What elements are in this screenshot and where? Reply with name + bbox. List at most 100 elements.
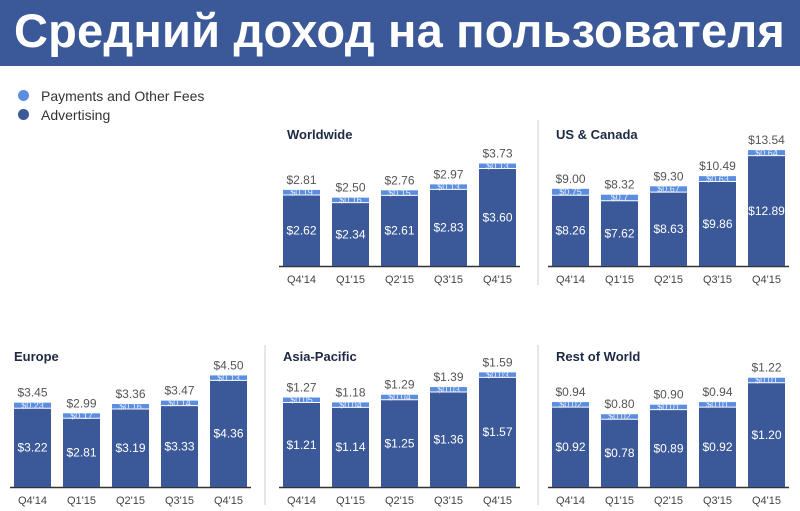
legend-label: Advertising xyxy=(41,106,111,123)
bar-advertising xyxy=(381,399,418,487)
chart-title: Asia-Pacific xyxy=(283,349,357,364)
data-label-advertising: $2.62 xyxy=(286,224,316,238)
data-label-total: $1.18 xyxy=(335,385,365,399)
bar-advertising xyxy=(552,195,589,266)
legend-swatch-payments xyxy=(18,90,29,101)
bar-advertising xyxy=(699,181,736,266)
data-label-total: $1.59 xyxy=(482,355,512,369)
bar-payments xyxy=(430,184,467,190)
data-label-total: $9.00 xyxy=(555,172,585,186)
data-label-total: $2.97 xyxy=(433,167,463,181)
bar-advertising xyxy=(332,407,369,487)
data-label-advertising: $12.89 xyxy=(748,204,785,218)
bar-payments xyxy=(332,197,369,203)
bar-advertising xyxy=(161,405,198,487)
data-label-payments: $0.7 xyxy=(611,193,629,203)
data-label-total: $3.47 xyxy=(164,384,194,398)
data-label-payments: $0.16 xyxy=(119,402,142,412)
x-tick-label: Q2'15 xyxy=(654,274,683,286)
data-label-total: $0.94 xyxy=(555,385,585,399)
data-label-total: $0.94 xyxy=(702,385,732,399)
bar-payments xyxy=(699,402,736,408)
bar-advertising xyxy=(63,418,100,487)
bar-payments xyxy=(332,402,369,408)
data-label-payments: $0.75 xyxy=(559,187,582,197)
x-tick-label: Q4'14 xyxy=(556,274,585,286)
data-label-total: $10.49 xyxy=(699,159,736,173)
x-tick-label: Q4'14 xyxy=(556,495,585,507)
data-label-advertising: $3.60 xyxy=(482,210,512,224)
x-tick-label: Q1'15 xyxy=(336,495,365,507)
data-label-total: $0.80 xyxy=(604,397,634,411)
data-label-total: $2.81 xyxy=(286,173,316,187)
bar-advertising xyxy=(332,202,369,266)
bar-advertising xyxy=(283,402,320,487)
bar-advertising xyxy=(430,392,467,487)
data-label-payments: $0.03 xyxy=(437,385,460,395)
data-label-payments: $0.02 xyxy=(559,400,582,410)
bar-payments xyxy=(479,163,516,169)
bar-payments xyxy=(161,400,198,406)
data-label-advertising: $2.83 xyxy=(433,221,463,235)
data-label-total: $1.22 xyxy=(751,361,781,375)
data-label-payments: $0.19 xyxy=(290,187,313,197)
bar-payments xyxy=(430,387,467,393)
x-tick-label: Q1'15 xyxy=(605,274,634,286)
legend: Payments and Other Fees Advertising xyxy=(18,86,204,124)
bar-advertising xyxy=(479,377,516,487)
data-label-total: $4.50 xyxy=(213,358,243,372)
data-label-advertising: $0.78 xyxy=(604,446,634,460)
data-label-payments: $0.15 xyxy=(388,188,411,198)
legend-label: Payments and Other Fees xyxy=(41,87,205,104)
data-label-payments: $0.23 xyxy=(21,400,44,410)
bar-advertising xyxy=(210,380,247,487)
data-label-total: $2.50 xyxy=(335,181,365,195)
x-tick-label: Q4'14 xyxy=(287,495,316,507)
data-label-total: $9.30 xyxy=(653,169,683,183)
bar-payments xyxy=(112,404,149,410)
x-tick-label: Q2'15 xyxy=(385,274,414,286)
bar-advertising xyxy=(650,192,687,266)
bar-payments xyxy=(63,413,100,419)
data-label-total: $1.27 xyxy=(286,381,316,395)
data-label-advertising: $2.34 xyxy=(335,227,365,241)
bar-advertising xyxy=(112,409,149,487)
data-label-total: $2.76 xyxy=(384,173,414,187)
bar-payments xyxy=(748,377,785,383)
bar-advertising xyxy=(14,408,51,487)
data-label-payments: $0.13 xyxy=(217,373,240,383)
data-label-advertising: $8.26 xyxy=(555,224,585,238)
data-label-advertising: $1.21 xyxy=(286,438,316,452)
data-label-payments: $0.64 xyxy=(755,148,778,158)
data-label-payments: $0.16 xyxy=(339,195,362,205)
bar-payments xyxy=(552,402,589,408)
x-tick-label: Q3'15 xyxy=(165,495,194,507)
data-label-advertising: $1.36 xyxy=(433,433,463,447)
data-label-payments: $0.14 xyxy=(168,398,191,408)
bar-payments xyxy=(601,194,638,201)
bar-payments xyxy=(381,190,418,196)
data-label-total: $0.90 xyxy=(653,388,683,402)
x-tick-label: Q1'15 xyxy=(605,495,634,507)
data-label-payments: $0.03 xyxy=(486,370,509,380)
data-label-total: $13.54 xyxy=(748,133,785,147)
x-tick-label: Q4'14 xyxy=(18,495,47,507)
bar-payments xyxy=(14,402,51,409)
data-label-payments: $0.01 xyxy=(657,402,680,412)
x-tick-label: Q2'15 xyxy=(654,495,683,507)
data-label-advertising: $3.19 xyxy=(115,441,145,455)
data-label-total: $1.39 xyxy=(433,370,463,384)
data-label-payments: $0.04 xyxy=(388,392,411,402)
x-tick-label: Q1'15 xyxy=(336,274,365,286)
x-tick-label: Q4'15 xyxy=(483,495,512,507)
bar-payments xyxy=(283,189,320,196)
data-label-payments: $0.17 xyxy=(70,411,93,421)
title-banner: Средний доход на пользователя xyxy=(0,0,800,66)
bar-payments xyxy=(650,404,687,410)
data-label-payments: $0.02 xyxy=(608,412,631,422)
data-label-payments: $0.05 xyxy=(290,395,313,405)
x-tick-label: Q2'15 xyxy=(385,495,414,507)
data-label-advertising: $1.25 xyxy=(384,436,414,450)
data-label-advertising: $3.22 xyxy=(17,441,47,455)
data-label-advertising: $1.57 xyxy=(482,425,512,439)
